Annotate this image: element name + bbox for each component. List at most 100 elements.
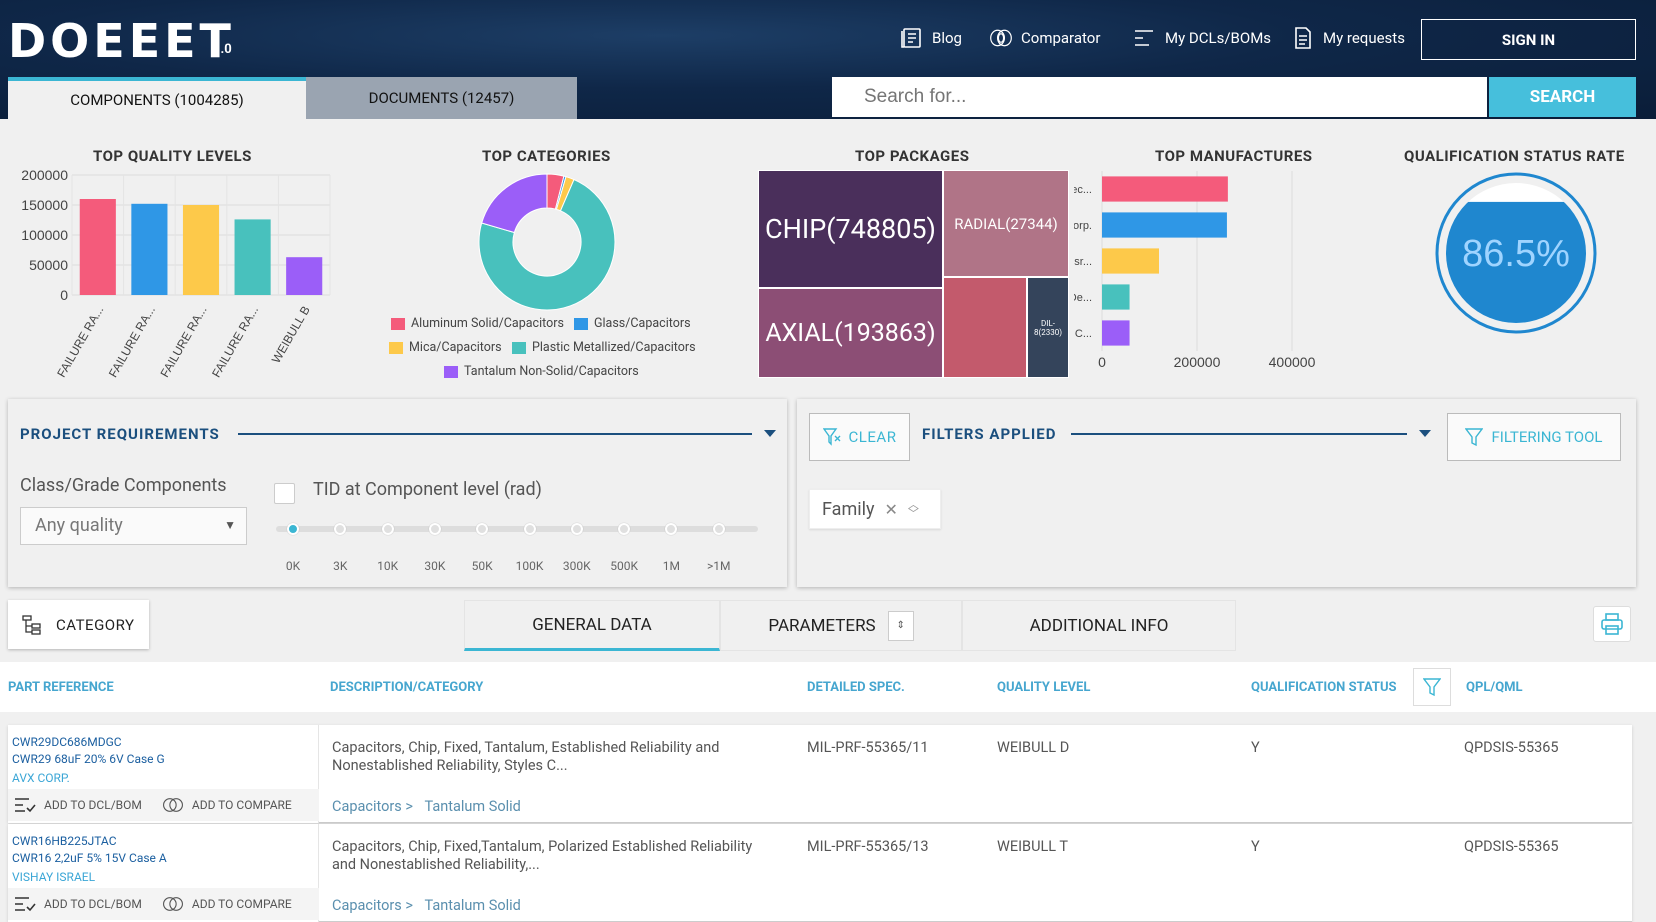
bar[interactable] xyxy=(79,199,116,295)
column-header[interactable]: QPL/QML xyxy=(1466,680,1523,695)
print-button[interactable] xyxy=(1593,606,1631,642)
tab-documents[interactable]: DOCUMENTS (12457) xyxy=(306,77,577,119)
detailed-spec-cell[interactable]: MIL-PRF-55365/13 xyxy=(807,838,929,855)
comparator-icon xyxy=(162,798,183,812)
slider-stop[interactable] xyxy=(287,523,299,535)
add-to-dcl-button[interactable]: ADD TO DCL/BOM xyxy=(14,896,142,912)
part-number-link[interactable]: CWR29DC686MDGC xyxy=(12,735,122,749)
legend-swatch xyxy=(574,317,588,330)
nav-blog[interactable]: Blog xyxy=(900,26,962,50)
bar[interactable] xyxy=(1102,212,1227,238)
breadcrumb-subcategory[interactable]: Tantalum Solid xyxy=(424,897,521,914)
sort-toggle-icon[interactable]: ⇕ xyxy=(887,610,914,641)
clear-filters-button[interactable]: CLEAR xyxy=(809,413,910,461)
manufacturer-link[interactable]: AVX CORP. xyxy=(12,771,70,785)
packages-chart-title: TOP PACKAGES xyxy=(855,147,970,165)
quality-select[interactable]: Any quality ▼ xyxy=(20,507,247,545)
clear-filter-icon xyxy=(822,428,841,446)
part-number-link[interactable]: CWR16HB225JTAC xyxy=(12,834,117,848)
tid-checkbox[interactable] xyxy=(274,483,295,504)
status-filter-button[interactable] xyxy=(1413,668,1451,706)
slider-stop[interactable] xyxy=(381,523,394,535)
filtering-tool-button[interactable]: FILTERING TOOL xyxy=(1447,413,1621,461)
sign-in-button[interactable]: SIGN IN xyxy=(1421,19,1636,60)
detailed-spec-cell[interactable]: MIL-PRF-55365/11 xyxy=(807,739,929,756)
breadcrumb-category[interactable]: Capacitors > xyxy=(332,897,413,914)
slider-stop[interactable] xyxy=(428,523,441,535)
y-tick-label: Exxelia De... xyxy=(1074,292,1092,304)
breadcrumb-category[interactable]: Capacitors > xyxy=(332,798,413,815)
tab-general-data[interactable]: GENERAL DATA xyxy=(464,600,720,651)
slider-tick-label: 1M xyxy=(662,559,681,573)
tab-parameters[interactable]: PARAMETERS ⇕ xyxy=(720,600,962,651)
legend-item[interactable]: Glass/Capacitors xyxy=(574,316,691,331)
column-header[interactable]: PART REFERENCE xyxy=(8,680,114,695)
close-icon[interactable]: ✕ xyxy=(884,499,898,519)
slider-stop[interactable] xyxy=(618,523,631,535)
treemap-label: RADIAL(27344) xyxy=(954,214,1058,233)
bar[interactable] xyxy=(234,219,271,295)
chevron-down-icon[interactable] xyxy=(1419,430,1431,437)
treemap-cell-chip[interactable]: CHIP(748805) xyxy=(758,170,943,288)
slider-stop[interactable] xyxy=(570,523,583,535)
add-to-compare-button[interactable]: ADD TO COMPARE xyxy=(162,896,292,912)
breadcrumb-subcategory[interactable]: Tantalum Solid xyxy=(424,798,521,815)
treemap-cell-other[interactable] xyxy=(943,277,1027,378)
tab-components[interactable]: COMPONENTS (1004285) xyxy=(8,77,306,119)
chevron-down-icon[interactable] xyxy=(764,430,776,437)
treemap-cell-axial[interactable]: AXIAL(193863) xyxy=(758,288,943,378)
nav-dcls[interactable]: My DCLs/BOMs xyxy=(1133,26,1271,50)
pie-slice[interactable] xyxy=(481,173,548,234)
blog-icon xyxy=(901,28,921,48)
legend-label: Plastic Metallized/Capacitors xyxy=(532,340,696,355)
tid-slider-track[interactable] xyxy=(276,526,758,532)
slider-stop[interactable] xyxy=(712,523,725,535)
table-row[interactable]: CWR29DC686MDGC CWR29 68uF 20% 6V Case G … xyxy=(8,725,1632,823)
header-bar: DOEEET 1.0 Blog Comparator My DCLs/BOMs … xyxy=(0,0,1656,119)
row-actions: ADD TO DCL/BOM ADD TO COMPARE xyxy=(8,789,319,821)
logo[interactable]: DOEEET xyxy=(8,14,235,68)
qualification-status-cell: Y xyxy=(1251,739,1260,756)
sort-icon[interactable]: ︿ ﹀ xyxy=(907,498,919,520)
project-requirements-panel: PROJECT REQUIREMENTS Class/Grade Compone… xyxy=(8,399,787,587)
qualification-gauge: 86.5% xyxy=(1435,172,1597,334)
bar[interactable] xyxy=(286,257,323,295)
search-input[interactable] xyxy=(832,77,1487,117)
filters-applied-title: FILTERS APPLIED xyxy=(922,425,1057,443)
bar[interactable] xyxy=(1102,248,1159,274)
bar[interactable] xyxy=(182,205,220,295)
bar[interactable] xyxy=(131,203,168,295)
filter-chip-family[interactable]: Family ✕ ︿ ﹀ xyxy=(809,489,941,529)
manufacturer-link[interactable]: VISHAY ISRAEL xyxy=(12,870,96,884)
category-button[interactable]: CATEGORY xyxy=(8,600,149,649)
search-button[interactable]: SEARCH xyxy=(1489,77,1636,117)
pie-slice[interactable] xyxy=(478,178,616,311)
table-row[interactable]: CWR16HB225JTAC CWR16 2,2uF 5% 15V Case A… xyxy=(8,824,1632,922)
bar[interactable] xyxy=(1102,320,1130,346)
treemap-cell-radial[interactable]: RADIAL(27344) xyxy=(943,170,1069,277)
legend-item[interactable]: Tantalum Non-Solid/Capacitors xyxy=(444,364,639,379)
legend-label: Aluminum Solid/Capacitors xyxy=(411,316,564,331)
slider-stop[interactable] xyxy=(334,523,347,535)
column-header[interactable]: DETAILED SPEC. xyxy=(807,680,905,695)
treemap-cell-dil[interactable]: DIL-8(2330) xyxy=(1027,277,1069,378)
bar[interactable] xyxy=(1102,176,1228,202)
bar[interactable] xyxy=(1102,284,1130,310)
nav-comparator[interactable]: Comparator xyxy=(989,26,1100,50)
nav-blog-label: Blog xyxy=(932,29,962,47)
tab-additional-info[interactable]: ADDITIONAL INFO xyxy=(962,600,1236,651)
column-header[interactable]: DESCRIPTION/CATEGORY xyxy=(330,680,484,695)
add-to-compare-button[interactable]: ADD TO COMPARE xyxy=(162,797,292,813)
slider-stop[interactable] xyxy=(523,523,536,535)
slider-stop[interactable] xyxy=(476,523,489,535)
column-header[interactable]: QUALIFICATION STATUS xyxy=(1251,680,1397,695)
legend-item[interactable]: Mica/Capacitors xyxy=(389,340,502,355)
column-header[interactable]: QUALITY LEVEL xyxy=(997,680,1091,695)
nav-requests[interactable]: My requests xyxy=(1291,26,1405,50)
slider-stop[interactable] xyxy=(665,523,678,535)
x-tick-label: FAILURE RA... xyxy=(157,304,209,380)
add-to-dcl-button[interactable]: ADD TO DCL/BOM xyxy=(14,797,142,813)
printer-icon xyxy=(1601,613,1623,635)
legend-item[interactable]: Plastic Metallized/Capacitors xyxy=(512,340,696,355)
legend-item[interactable]: Aluminum Solid/Capacitors xyxy=(391,316,564,331)
